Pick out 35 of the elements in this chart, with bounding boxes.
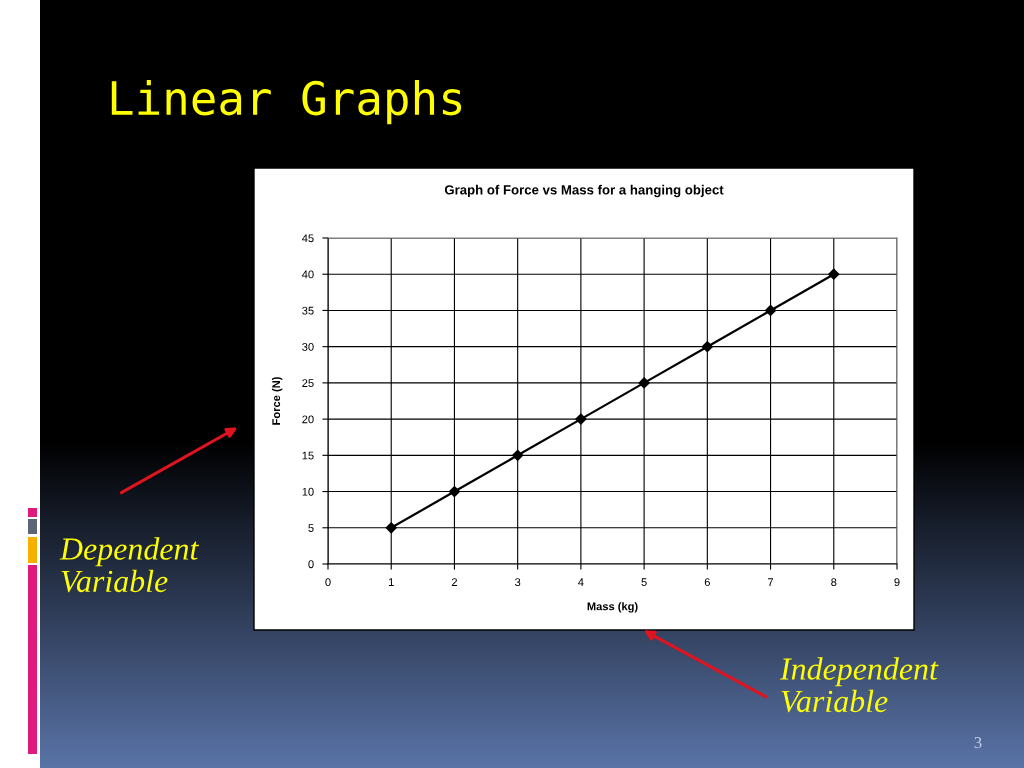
point	[448, 485, 461, 498]
y-tick-label: 25	[302, 379, 314, 388]
point	[701, 341, 713, 353]
text: Linear Graphs	[111, 79, 462, 125]
x-tick-label: 2	[451, 578, 457, 586]
y-tick-label: 35	[302, 306, 314, 315]
y-tick-label: 20	[302, 415, 314, 424]
x-tick-label: 4	[578, 578, 584, 586]
y-tick-label: 15	[302, 451, 314, 460]
y-tick-label: 5	[308, 524, 314, 532]
point	[764, 304, 777, 317]
y-tick-label: 45	[302, 234, 314, 243]
x-tick-label: 6	[704, 578, 710, 587]
point	[385, 522, 397, 534]
x-tick-label: 3	[515, 578, 521, 587]
chart-title: Graph of Force vs Mass for a hanging object	[444, 184, 724, 198]
text: 3	[974, 736, 982, 749]
x-tick-label: 7	[768, 578, 774, 586]
y-tick-label: 40	[302, 270, 314, 279]
point	[512, 449, 524, 461]
text: Independent Variable	[779, 657, 939, 713]
x-axis-title: Mass (kg)	[587, 602, 638, 613]
point	[575, 413, 587, 425]
y-axis-title: Force (N)	[271, 377, 283, 425]
y-tick-label: 10	[302, 487, 314, 496]
x-tick-label: 1	[388, 578, 394, 586]
x-tick-label: 9	[894, 578, 900, 587]
point	[828, 268, 840, 280]
y-tick-label: 30	[302, 342, 314, 351]
text: Dependent Variable	[59, 537, 200, 593]
y-tick-label: 0	[308, 560, 314, 569]
x-tick-label: 0	[325, 578, 331, 587]
x-tick-label: 8	[831, 578, 837, 587]
x-tick-label: 5	[641, 578, 647, 587]
point	[638, 377, 650, 389]
